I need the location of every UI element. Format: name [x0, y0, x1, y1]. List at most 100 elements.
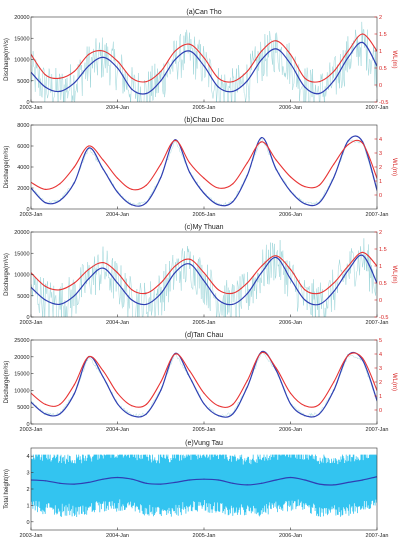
discharge-point	[333, 176, 335, 179]
discharge-point	[145, 92, 147, 95]
discharge-point	[318, 413, 320, 415]
wl-point	[246, 162, 248, 164]
wl-point	[232, 81, 234, 83]
y2-tick-label: 2	[379, 15, 382, 21]
discharge-point	[318, 92, 320, 95]
discharge-point	[59, 303, 61, 305]
wl-point	[246, 282, 248, 284]
plot-area	[31, 21, 377, 102]
y-axis-label: Discharge(m³/s)	[4, 253, 10, 296]
x-tick-label: 2005-Jan	[193, 212, 216, 218]
discharge-point	[304, 86, 306, 88]
x-tick-label: 2005-Jan	[193, 320, 216, 326]
axes-frame	[30, 124, 378, 210]
wl-point	[347, 265, 349, 267]
discharge-point	[160, 293, 162, 295]
discharge-point	[88, 278, 90, 280]
wl-point	[275, 255, 277, 257]
chart-panel-5: (e)Vung Tau 2003-Jan 2004-Jan 2005-Jan 2006-…	[4, 440, 388, 539]
wl-point	[145, 403, 147, 405]
discharge-point	[304, 299, 306, 301]
discharge-point	[289, 403, 292, 405]
wl-point	[102, 370, 104, 372]
wl-point	[318, 403, 320, 405]
mean-point	[188, 479, 191, 481]
x-tick-label: 2007-Jan	[366, 533, 389, 539]
mean-point	[361, 479, 364, 481]
wl-point	[246, 380, 248, 382]
x-tick-label: 2006-Jan	[279, 212, 302, 218]
chart-panel-1: (a)Can Tho 2003-Jan 2004-Jan 2005-Jan 2006-J…	[4, 9, 397, 111]
tide-series	[31, 454, 377, 518]
discharge-point	[174, 271, 176, 273]
chart-panel-3: (c)My Thuan 2003-Jan 2004-Jan 2005-Jan 2006-…	[4, 224, 397, 326]
plot-area	[31, 454, 377, 518]
discharge-point	[73, 82, 75, 84]
discharge-point	[116, 282, 119, 284]
wl-point	[318, 184, 320, 186]
y-tick-label: 0	[26, 100, 29, 106]
y2-tick-label: 2	[379, 380, 382, 386]
discharge-point	[232, 303, 234, 305]
wl-point	[275, 367, 277, 369]
discharge-point	[131, 88, 133, 90]
discharge-point	[246, 386, 248, 388]
discharge-point	[361, 254, 364, 256]
wl-point	[203, 272, 205, 274]
wl-point	[44, 285, 47, 287]
wl-point	[347, 50, 349, 52]
mean-point	[102, 478, 104, 480]
y2-tick-label: -0.5	[379, 315, 388, 321]
discharge-point	[217, 415, 220, 417]
wl-point	[333, 70, 335, 72]
wl-point	[203, 392, 205, 394]
discharge-point	[289, 278, 292, 280]
wl-point	[44, 74, 47, 76]
discharge-point	[289, 190, 292, 192]
y-tick-label: 15000	[14, 36, 29, 42]
y-tick-label: 3	[26, 471, 29, 477]
x-tick-label: 2004-Jan	[106, 105, 129, 111]
discharge-point	[246, 80, 248, 82]
x-tick-label: 2004-Jan	[106, 212, 129, 218]
wl-point	[361, 357, 364, 359]
wl-point	[261, 141, 263, 143]
x-tick-label: 2003-Jan	[20, 212, 43, 218]
wl-point	[145, 81, 147, 83]
raw-discharge-series	[31, 238, 377, 317]
discharge-point	[217, 204, 220, 206]
discharge-point	[59, 90, 61, 92]
y2-tick-label: 1	[379, 394, 382, 400]
wl-point	[188, 258, 191, 260]
y-tick-label: 5000	[17, 405, 29, 411]
wl-point	[217, 405, 220, 407]
discharge-point	[160, 176, 162, 179]
discharge-point	[116, 191, 119, 193]
wl-point	[261, 50, 263, 52]
wl-point	[131, 289, 133, 291]
mean-point	[73, 483, 75, 485]
wl-point	[160, 282, 162, 284]
wl-point	[131, 77, 133, 79]
wl-point	[44, 403, 47, 405]
discharge-point	[102, 168, 104, 170]
wl-point	[261, 265, 263, 267]
mean-point	[116, 476, 119, 479]
y-tick-label: 20000	[14, 355, 29, 361]
y-tick-label: 2000	[17, 186, 29, 192]
discharge-point	[333, 80, 335, 82]
panel-title: (e)Vung Tau	[185, 440, 223, 447]
discharge-point	[275, 168, 277, 170]
wl-point	[102, 159, 104, 161]
y2-tick-label: 0	[379, 408, 382, 414]
y-tick-label: 1	[26, 503, 29, 509]
discharge-point	[145, 413, 147, 415]
discharge-point	[246, 293, 248, 295]
mean-point	[275, 479, 277, 481]
discharge-point	[261, 137, 263, 139]
x-tick-label: 2005-Jan	[193, 533, 216, 539]
discharge-point	[275, 369, 277, 371]
wl-point	[59, 183, 61, 185]
wl-point	[116, 177, 119, 179]
